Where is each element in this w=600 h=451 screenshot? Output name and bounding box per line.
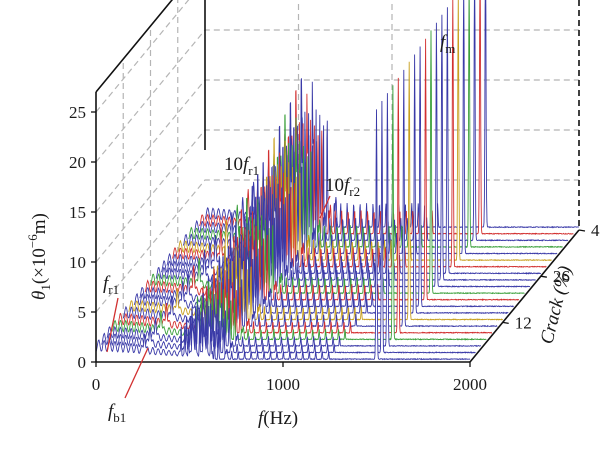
annotation-fb1: fb1 bbox=[108, 347, 149, 425]
y-axis-label-theta: θ bbox=[29, 291, 50, 300]
y-tick-label: 15 bbox=[69, 203, 86, 222]
x-tick-label: 2000 bbox=[453, 375, 487, 394]
svg-text:fm: fm bbox=[440, 32, 455, 56]
annotation-10fr1: 10fr1 bbox=[224, 154, 259, 178]
z-axis-line bbox=[469, 229, 580, 363]
spectrum-line-crack-20 bbox=[150, 30, 525, 295]
spectrum-line-crack-10 bbox=[122, 69, 498, 328]
z-tick bbox=[578, 229, 586, 232]
spectrum-line-crack-24 bbox=[160, 14, 536, 282]
x-axis-label: f(Hz) bbox=[258, 408, 298, 429]
grid-horizontal bbox=[95, 29, 579, 163]
spectrum-mask bbox=[199, 0, 574, 237]
z-tick bbox=[540, 275, 547, 278]
spectrum-mask bbox=[194, 0, 569, 244]
spectrum-line-crack-2 bbox=[101, 100, 476, 354]
spectrum-line-crack-16 bbox=[139, 46, 514, 308]
y-tick-label: 25 bbox=[69, 103, 86, 122]
z-tick-label: 12 bbox=[515, 313, 532, 332]
axes-frame bbox=[95, 0, 580, 363]
box-top-edge bbox=[95, 0, 174, 93]
grid-horizontal bbox=[95, 0, 190, 113]
x-axis-label-unit: (Hz) bbox=[263, 408, 298, 429]
svg-text:10fr2: 10fr2 bbox=[325, 175, 360, 199]
y-axis-label-exp: −6 bbox=[25, 234, 40, 248]
spectrum-mask bbox=[205, 0, 579, 230]
annotation-10fr2: 10fr2 bbox=[319, 175, 360, 219]
grid-horizontal bbox=[95, 179, 579, 313]
z-tick-labels: 12 26 40 bbox=[502, 221, 600, 332]
spectra-group bbox=[95, 0, 580, 363]
spectrum-line-crack-4 bbox=[106, 93, 482, 348]
x-tick-label: 1000 bbox=[266, 375, 300, 394]
spectrum-line-crack-6 bbox=[112, 85, 487, 341]
svg-text:fr1: fr1 bbox=[103, 273, 119, 297]
z-tick-label: 40 bbox=[591, 221, 600, 240]
y-tick-label: 20 bbox=[69, 153, 86, 172]
y-tick-label: 10 bbox=[69, 253, 86, 272]
spectrum-line-crack-0 bbox=[95, 109, 471, 361]
y-axis-label-rest: (×10 bbox=[29, 248, 50, 284]
spectrum-mask bbox=[183, 0, 558, 257]
x-axis-label-f: f bbox=[258, 408, 266, 429]
svg-text:10fr1: 10fr1 bbox=[224, 154, 259, 178]
y-tick-label: 5 bbox=[78, 303, 87, 322]
spectrum-line-crack-8 bbox=[117, 77, 493, 334]
spectrum-line-crack-18 bbox=[144, 38, 520, 302]
y-axis-label-sub: 1 bbox=[38, 284, 53, 291]
annotation-fm: fm bbox=[440, 32, 455, 56]
x-tick-labels: 0 1000 2000 bbox=[92, 362, 487, 394]
z-tick-label: 26 bbox=[553, 267, 570, 286]
z-tick bbox=[502, 321, 509, 325]
annotation-fr1: fr1 bbox=[103, 273, 119, 353]
spectrum-line-crack-12 bbox=[128, 61, 504, 321]
y-tick-labels: 0 5 10 15 20 25 bbox=[69, 103, 96, 372]
y-axis-label-unit: m) bbox=[29, 213, 50, 234]
svg-text:fb1: fb1 bbox=[108, 401, 126, 425]
y-tick-label: 0 bbox=[78, 353, 87, 372]
spectrum-line-crack-14 bbox=[133, 54, 509, 315]
spectrum-line-crack-22 bbox=[155, 22, 531, 288]
x-tick-label: 0 bbox=[92, 375, 101, 394]
y-axis-label: θ1(×10−6m) bbox=[25, 213, 53, 300]
